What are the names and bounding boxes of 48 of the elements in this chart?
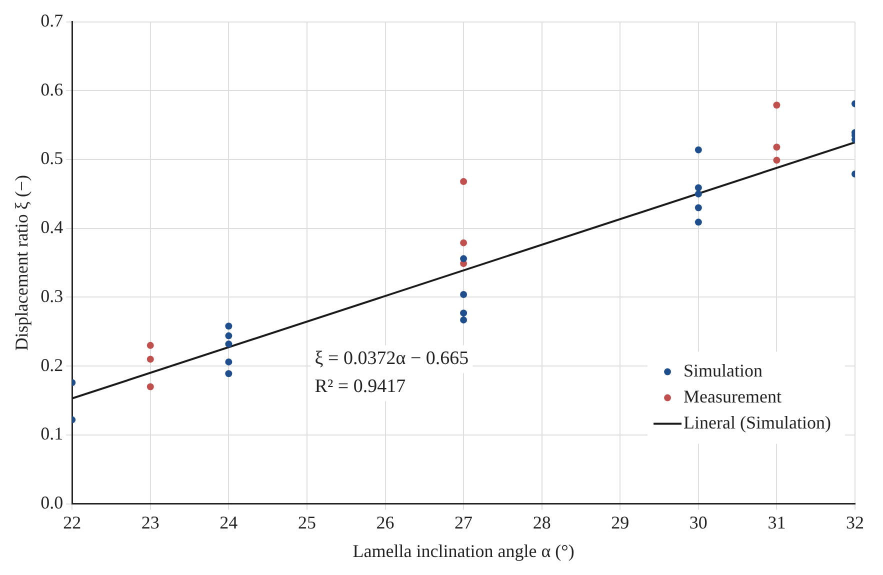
point [225,332,232,340]
x-tick-label: 29 [611,512,630,532]
y-tick-label: 0.3 [40,286,64,306]
point [225,370,232,378]
point [146,342,154,349]
y-tick-label: 0.2 [40,354,64,375]
y-tick-label: 0.6 [40,79,64,100]
point [694,190,702,198]
x-tick-label: 32 [846,512,864,532]
y-tick-label: 0.5 [40,148,64,168]
x-axis-title: Lamella inclination angle α (°) [352,540,574,561]
x-tick-label: 25 [298,512,316,532]
point [694,184,702,192]
point [225,340,232,348]
point [773,144,780,151]
x-tick-label: 30 [689,512,708,532]
y-tick-label: 0.4 [40,217,64,238]
point [146,356,154,363]
point [694,204,702,212]
point [225,322,232,330]
x-tick-label: 22 [63,512,82,532]
x-tick-label: 24 [220,512,238,532]
legend-label: Simulation [684,360,763,381]
x-tick-label: 28 [532,512,551,532]
point [773,102,780,109]
point [460,255,468,262]
x-tick-label: 27 [454,512,473,532]
point [146,383,154,390]
point [460,290,468,298]
x-tick-label: 31 [768,512,786,532]
point [460,316,468,324]
x-tick-label: 26 [376,512,394,532]
point [694,218,702,226]
legend-label: Lineral (Simulation) [684,412,832,433]
y-tick-label: 0.1 [40,424,64,444]
point [460,239,468,246]
x-tick-label: 23 [141,512,160,532]
y-tick-label: 0.0 [40,492,64,513]
annotation: R² = 0.9417 [314,376,406,398]
point [460,310,468,317]
y-tick-label: 0.7 [40,10,64,31]
point [694,146,702,154]
annotation: ξ = 0.0372α − 0.665 [314,348,469,370]
point [773,156,780,164]
legend-label: Measurement [684,386,782,407]
point [460,178,468,186]
point [225,358,232,366]
y-axis-title: Displacement ratio ξ (−) [12,174,32,351]
